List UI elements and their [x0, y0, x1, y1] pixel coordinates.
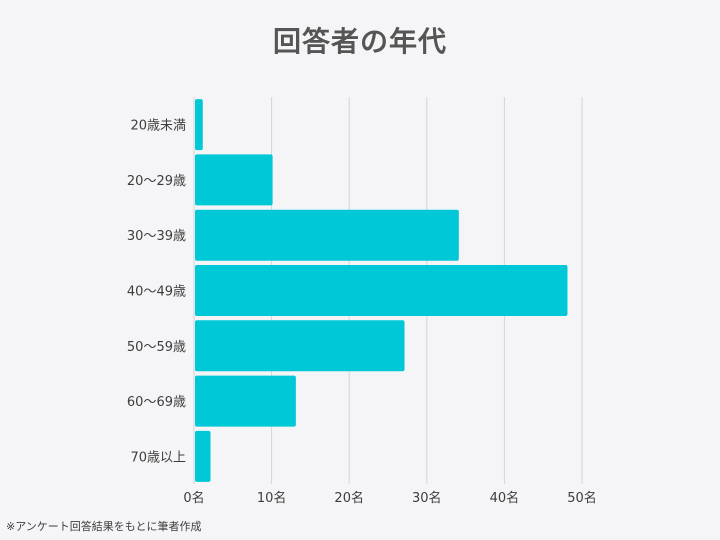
- bar: [195, 209, 459, 261]
- x-tick-label: 10名: [257, 490, 287, 506]
- bar: [195, 99, 203, 151]
- chart-title: 回答者の年代: [272, 25, 447, 58]
- y-tick-label: 40～49歳: [127, 285, 186, 300]
- x-tick-label: 30名: [412, 490, 442, 506]
- bar: [195, 265, 568, 316]
- y-tick-label: 60～69歳: [127, 395, 186, 410]
- x-tick-label: 50名: [567, 490, 597, 506]
- y-tick-label: 20～29歳: [127, 174, 186, 189]
- x-tick-label: 0名: [183, 490, 204, 506]
- y-tick-label: 50～59歳: [127, 340, 186, 355]
- y-tick-label: 70歳以上: [130, 450, 186, 465]
- y-tick-label: 30～39歳: [127, 229, 186, 244]
- bar: [195, 154, 273, 206]
- bar: [195, 430, 211, 482]
- footnote: ※アンケート回答結果をもとに筆者作成: [6, 520, 202, 533]
- y-tick-label: 20歳未満: [130, 119, 186, 134]
- bar: [195, 375, 296, 427]
- x-tick-label: 20名: [334, 490, 364, 506]
- bar: [195, 320, 405, 372]
- x-tick-label: 40名: [490, 490, 520, 506]
